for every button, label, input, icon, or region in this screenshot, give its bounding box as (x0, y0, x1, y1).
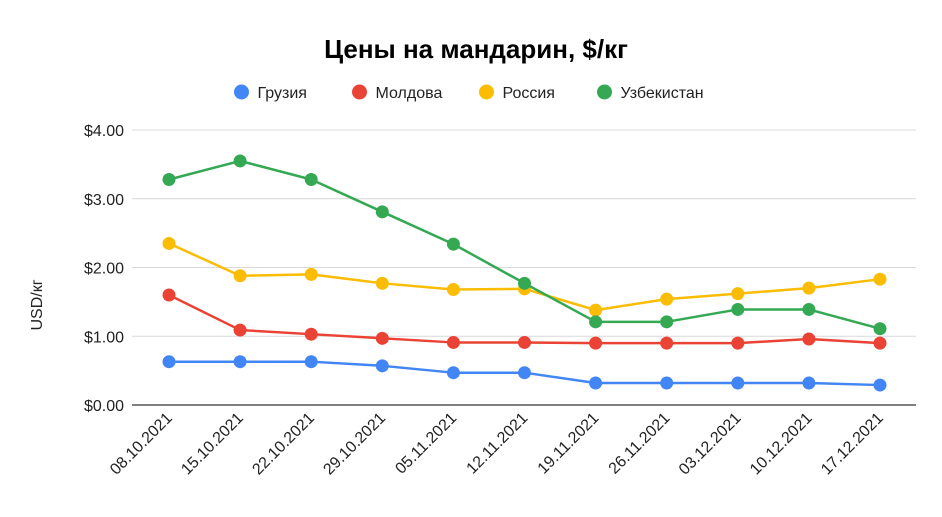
data-point (162, 173, 176, 186)
y-axis-ticks: $0.00 $1.00 $2.00 $3.00 $4.00 (84, 123, 124, 415)
data-point (589, 303, 603, 317)
legend-item: Грузия (234, 84, 307, 102)
legend-marker (597, 84, 612, 100)
data-point (233, 355, 247, 369)
x-tick-label: 17.12.2021 (818, 410, 887, 479)
legend: Грузия Молдова Россия Узбекистан (234, 84, 704, 102)
legend-item: Узбекистан (597, 84, 704, 102)
legend-label: Узбекистан (621, 85, 704, 102)
y-tick-label: $0.00 (84, 398, 124, 415)
x-tick-label: 26.11.2021 (606, 410, 674, 478)
series-group (162, 154, 887, 392)
data-point (731, 376, 745, 390)
data-point (802, 302, 816, 316)
x-tick-label: 29.10.2021 (320, 410, 389, 479)
data-point (660, 292, 674, 306)
series-line (168, 242, 881, 312)
chart-title: Цены на мандарин, $/кг (324, 34, 628, 64)
data-point (375, 205, 389, 219)
x-tick-label: 15.10.2021 (178, 410, 247, 479)
legend-marker (479, 84, 494, 100)
data-point (518, 276, 531, 290)
x-tick-label: 10.12.2021 (747, 410, 816, 479)
data-point (162, 355, 176, 369)
legend-item: Молдова (352, 84, 443, 102)
x-tick-label: 12.11.2021 (464, 410, 532, 478)
x-tick-label: 03.12.2021 (676, 410, 745, 479)
y-tick-label: $2.00 (84, 261, 124, 278)
data-point (304, 173, 318, 186)
y-tick-label: $1.00 (84, 329, 124, 346)
y-axis-title: USD/кг (29, 279, 46, 330)
data-point (731, 287, 745, 301)
legend-label: Молдова (376, 85, 443, 102)
data-point (660, 315, 674, 329)
data-point (589, 376, 603, 390)
data-point (731, 302, 745, 316)
data-point (873, 272, 887, 286)
series-line (168, 159, 881, 330)
data-point (873, 322, 887, 336)
data-point (802, 332, 816, 346)
legend-marker (352, 84, 367, 100)
data-point (233, 269, 247, 283)
gridlines (132, 129, 916, 406)
data-point (233, 154, 247, 168)
series-0 (162, 355, 887, 392)
data-point (873, 378, 887, 392)
data-point (304, 327, 318, 341)
data-point (518, 335, 531, 349)
data-point (446, 335, 460, 349)
legend-label: Россия (503, 85, 555, 102)
x-tick-label: 08.10.2021 (107, 410, 176, 479)
data-point (873, 336, 887, 350)
series-3 (162, 154, 887, 336)
data-point (660, 336, 674, 350)
legend-item: Россия (479, 84, 555, 102)
data-point (731, 336, 745, 350)
data-point (233, 323, 247, 337)
data-point (162, 288, 176, 302)
y-tick-label: $4.00 (84, 123, 124, 140)
series-2 (162, 236, 887, 317)
legend-label: Грузия (258, 85, 307, 102)
data-point (802, 376, 816, 390)
data-point (518, 366, 531, 380)
data-point (375, 331, 389, 345)
x-tick-label: 05.11.2021 (392, 410, 460, 478)
data-point (589, 315, 603, 329)
data-point (162, 236, 176, 250)
data-point (446, 283, 460, 296)
series-1 (162, 288, 887, 350)
x-axis-ticks: 08.10.2021 15.10.2021 22.10.2021 29.10.2021… (107, 410, 887, 479)
y-tick-label: $3.00 (84, 192, 124, 209)
data-point (446, 366, 460, 380)
data-point (589, 336, 603, 350)
data-point (375, 276, 389, 290)
data-point (304, 267, 318, 281)
x-tick-label: 22.10.2021 (249, 410, 318, 479)
data-point (446, 237, 460, 251)
x-tick-label: 19.11.2021 (535, 410, 603, 478)
data-point (660, 376, 674, 390)
data-point (304, 355, 318, 369)
legend-marker (234, 84, 249, 100)
data-point (375, 359, 389, 373)
data-point (802, 281, 816, 295)
